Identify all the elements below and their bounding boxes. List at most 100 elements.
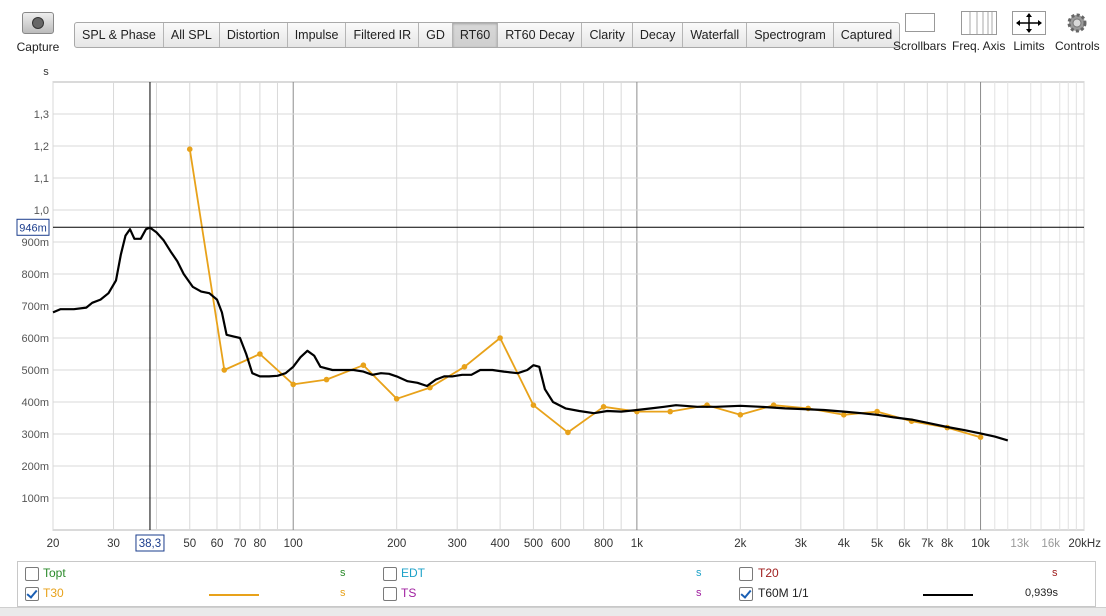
- tab-distortion[interactable]: Distortion: [220, 23, 288, 47]
- freq-axis-label: Freq. Axis: [952, 39, 1006, 53]
- legend-row: T30 s TS s T60M 1/1 0,939s: [18, 584, 1095, 604]
- rt60-chart[interactable]: 100m 200m 300m 400m 500m 600m 700m 800m 900m 1,0 1…: [0, 62, 1106, 558]
- data-point: [530, 402, 537, 409]
- legend-unit: s: [696, 567, 702, 579]
- data-point: [497, 335, 503, 341]
- y-tick-label: 200m: [21, 461, 49, 473]
- legend-unit: s: [696, 587, 702, 599]
- legend-unit: s: [340, 567, 346, 579]
- x-tick-label: 600: [551, 538, 570, 550]
- rt60-chart-svg[interactable]: 100m 200m 300m 400m 500m 600m 700m 800m 900m 1,0 1…: [0, 62, 1106, 558]
- y-tick-label: 300m: [21, 429, 49, 441]
- tab-captured[interactable]: Captured: [840, 28, 893, 42]
- legend-label-edt: EDT: [401, 566, 425, 580]
- checkbox-topt[interactable]: [25, 567, 39, 581]
- checkbox-t60m-1-1[interactable]: [739, 587, 753, 601]
- legend-value-t60m-1-1: 0,939s: [1025, 587, 1059, 599]
- x-tick-label: 6k: [898, 538, 910, 550]
- x-tick-label: 30: [107, 538, 120, 550]
- limits-button[interactable]: Limits: [1012, 10, 1046, 53]
- x-tick-label: 10k: [971, 538, 990, 550]
- data-point: [565, 429, 571, 436]
- data-point: [840, 412, 847, 418]
- scrollbars-button[interactable]: Scrollbars: [893, 10, 946, 53]
- series-line-t60m-1-1: [52, 226, 1009, 442]
- x-tick-label: 70: [234, 538, 247, 550]
- data-point: [874, 408, 880, 415]
- legend-unit: s: [1052, 567, 1058, 579]
- data-point: [667, 408, 673, 415]
- data-point: [221, 367, 228, 373]
- controls-gear-icon: [1065, 10, 1089, 36]
- legend-label-t20: T20: [758, 566, 779, 580]
- capture-label: Capture: [16, 40, 60, 54]
- checkbox-edt[interactable]: [383, 567, 397, 581]
- freq-axis-icon: [960, 10, 997, 36]
- toolbar: Capture SPL & Phase All SPL Distortion Impu…: [0, 0, 1106, 62]
- x-tick-label: 200: [387, 538, 406, 550]
- tab-spl-phase[interactable]: SPL & Phase: [75, 23, 164, 47]
- y-tick-label: 600m: [21, 333, 49, 345]
- capture-button[interactable]: Capture: [14, 12, 62, 54]
- data-point: [323, 376, 330, 383]
- tab-gd[interactable]: GD: [419, 23, 453, 47]
- cursor-x-readout: 38,3: [139, 538, 161, 550]
- tab-rt60[interactable]: RT60: [452, 23, 499, 47]
- tab-spectrogram[interactable]: Spectrogram: [747, 23, 834, 47]
- legend-row: Topt s EDT s T20 s: [18, 564, 1095, 584]
- y-tick-label: 1,0: [34, 205, 49, 217]
- legend-swatch-t30[interactable]: [209, 594, 259, 596]
- checkbox-t20[interactable]: [739, 567, 753, 581]
- x-tick-label: 800: [594, 538, 613, 550]
- controls-button[interactable]: Controls: [1055, 10, 1100, 53]
- tab-all-spl[interactable]: All SPL: [164, 23, 220, 47]
- series-line-t30: [188, 149, 981, 439]
- x-tick-label: 100: [284, 538, 303, 550]
- y-tick-label: 900m: [21, 237, 49, 249]
- legend-unit: s: [340, 587, 346, 599]
- limits-icon: [1012, 10, 1046, 36]
- data-point: [257, 351, 263, 357]
- cursor-x-readout-box: [135, 534, 165, 552]
- bottom-bar: [0, 607, 1106, 616]
- tab-filtered-ir[interactable]: Filtered IR: [346, 23, 420, 47]
- scrollbars-label: Scrollbars: [893, 39, 947, 53]
- checkbox-t30[interactable]: [25, 587, 39, 601]
- x-tick-label: 20kHz: [1068, 538, 1101, 550]
- data-point: [290, 381, 297, 388]
- cursor-y-readout: 946m: [19, 222, 47, 234]
- camera-icon: [22, 12, 54, 34]
- tab-clarity[interactable]: Clarity: [582, 23, 633, 47]
- legend-swatch-t60m-1-1[interactable]: [923, 594, 973, 596]
- tab-waterfall[interactable]: Waterfall: [683, 23, 748, 47]
- y-tick-label: 800m: [21, 269, 49, 281]
- x-tick-label: 60: [211, 538, 224, 550]
- tab-rt60-decay[interactable]: RT60 Decay: [498, 23, 583, 47]
- legend-label-t60m-1-1: T60M 1/1: [758, 586, 809, 600]
- x-tick-label: 50: [183, 538, 196, 550]
- legend-label-ts: TS: [401, 586, 417, 600]
- legend-label-topt: Topt: [43, 566, 66, 580]
- y-tick-label: 1,2: [34, 141, 49, 153]
- data-point: [461, 364, 468, 370]
- cursor-y-readout-box: [16, 218, 50, 236]
- checkbox-ts[interactable]: [383, 587, 397, 601]
- data-point: [977, 434, 984, 441]
- x-tick-label: 16k: [1041, 538, 1060, 550]
- x-tick-label: 300: [448, 538, 467, 550]
- y-tick-label: 500m: [21, 365, 49, 377]
- x-tick-label: 2k: [734, 538, 746, 550]
- freq-axis-button[interactable]: Freq. Axis: [952, 10, 1005, 53]
- data-point: [393, 396, 400, 402]
- x-tick-label: 5k: [871, 538, 883, 550]
- x-tick-label: 7k: [921, 538, 933, 550]
- x-tick-label: 3k: [795, 538, 807, 550]
- data-point: [186, 146, 193, 152]
- x-tick-label: 400: [491, 538, 510, 550]
- tab-decay[interactable]: Decay: [633, 23, 684, 47]
- x-tick-label: 13k: [1010, 538, 1029, 550]
- x-tick-label: 80: [254, 538, 267, 550]
- scrollbars-icon: [904, 10, 935, 36]
- legend-label-t30: T30: [43, 586, 64, 600]
- tab-impulse[interactable]: Impulse: [288, 23, 347, 47]
